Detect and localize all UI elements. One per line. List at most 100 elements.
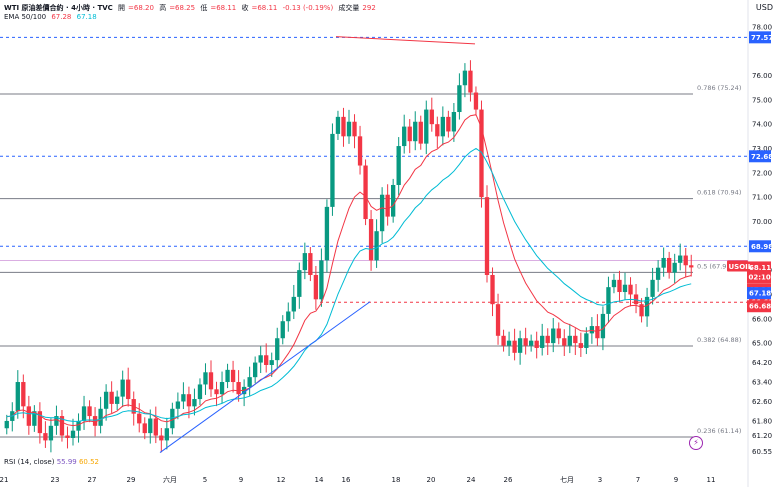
- currency-label[interactable]: USD: [755, 3, 773, 12]
- candle-body: [258, 355, 263, 363]
- close-label: 收: [241, 4, 249, 12]
- candle-body: [175, 401, 181, 409]
- x-tick-label: 七月: [560, 475, 574, 484]
- candle-body: [589, 326, 595, 334]
- x-tick-label: 29: [127, 476, 136, 484]
- candle-body: [357, 136, 363, 166]
- candle-body: [103, 391, 109, 409]
- resistance-trendline: [335, 36, 476, 45]
- candle-body: [302, 253, 307, 271]
- y-tick-label: 62.60: [752, 398, 772, 406]
- y-tick-label: 63.40: [752, 379, 772, 387]
- candle-body: [330, 133, 335, 207]
- candle-body: [164, 428, 169, 441]
- candle-body: [352, 121, 357, 137]
- candle-body: [523, 338, 528, 346]
- candle-body: [462, 70, 468, 86]
- candle-body: [424, 109, 429, 144]
- candle-body: [617, 279, 622, 293]
- candle-body: [48, 425, 54, 441]
- candle-body: [37, 411, 43, 434]
- candle-body: [573, 335, 578, 344]
- candle-body: [76, 420, 81, 431]
- candle-body: [655, 267, 661, 280]
- y-tick-label: 78.00: [752, 23, 772, 31]
- y-tick-label: 74.00: [752, 121, 772, 129]
- candle-body: [512, 340, 517, 353]
- x-tick-label: 3: [598, 476, 602, 484]
- candle-body: [253, 362, 258, 378]
- candle-body: [275, 338, 280, 361]
- level-badge-label: 68.98: [751, 243, 773, 251]
- ema100-line: [6, 147, 692, 422]
- x-tick-label: 5: [203, 476, 207, 484]
- candle-body: [446, 116, 451, 132]
- candle-body: [126, 379, 131, 400]
- candle-body: [418, 121, 423, 144]
- x-tick-label: 7: [636, 476, 640, 484]
- x-tick-label: 9: [239, 476, 243, 484]
- candle-body: [540, 335, 545, 348]
- candle-body: [506, 340, 512, 346]
- lightning-icon[interactable]: ⚡: [689, 436, 703, 450]
- ticker-badge-label: USOIL: [729, 263, 753, 271]
- candle-body: [324, 206, 330, 261]
- ema-label: EMA 50/100: [4, 13, 47, 21]
- x-tick-label: 16: [342, 476, 351, 484]
- candle-body: [644, 296, 650, 317]
- candle-body: [32, 411, 37, 426]
- candle-body: [501, 335, 506, 346]
- candle-body: [407, 126, 412, 142]
- candle-body: [661, 257, 666, 268]
- candle-body: [247, 377, 252, 387]
- candle-body: [286, 311, 291, 322]
- y-tick-label: 73.00: [752, 145, 772, 153]
- candle-body: [98, 408, 103, 426]
- candle-body: [667, 257, 672, 273]
- candle-body: [214, 389, 219, 395]
- candle-body: [192, 399, 197, 407]
- ticker-badge: [727, 260, 748, 272]
- open-label: 開: [118, 4, 126, 12]
- candle-body: [137, 413, 142, 424]
- candle-body: [230, 369, 236, 383]
- candle-body: [396, 146, 401, 185]
- candle-body: [639, 304, 644, 317]
- ema50-value: 67.28: [51, 13, 72, 21]
- candle-body: [595, 326, 600, 339]
- candle-body: [517, 338, 523, 353]
- candle-body: [534, 340, 539, 348]
- symbol-title[interactable]: WTI 原油差價合約 · 4小時 · TVC: [4, 4, 113, 12]
- candle-body: [529, 340, 534, 346]
- candle-body: [584, 333, 589, 348]
- open-value: =68.20: [128, 4, 154, 12]
- rsi-ma-value: 60.52: [78, 458, 100, 466]
- rsi-value: 55.99: [56, 458, 77, 466]
- price-badge-timer: 02:10:48: [749, 273, 779, 281]
- ohlc-legend: WTI 原油差價合約 · 4小時 · TVC 開 =68.20 高 =68.25 低…: [4, 3, 379, 13]
- candle-body: [650, 279, 655, 297]
- candle-body: [21, 382, 26, 407]
- candle-body: [468, 70, 473, 93]
- candle-body: [335, 116, 341, 134]
- candle-body: [15, 382, 20, 412]
- candle-body: [109, 391, 114, 404]
- candle-body: [159, 435, 164, 441]
- level-badge-label: 77.57: [751, 34, 773, 42]
- ema-legend[interactable]: EMA 50/100 67.28 67.18: [4, 13, 100, 21]
- candle-body: [87, 406, 92, 417]
- volume-label: 成交量: [338, 4, 360, 12]
- level-badge: [749, 150, 771, 163]
- candle-body: [54, 416, 59, 426]
- y-tick-label: 60.55: [752, 448, 772, 456]
- x-tick-label: 9: [674, 476, 678, 484]
- candle-body: [578, 343, 583, 348]
- candle-body: [628, 284, 633, 295]
- candle-body: [683, 255, 688, 266]
- candle-body: [611, 279, 617, 288]
- rsi-legend[interactable]: RSI (14, close) 55.99 60.52: [4, 458, 99, 466]
- candle-body: [219, 382, 225, 395]
- candle-body: [689, 265, 694, 268]
